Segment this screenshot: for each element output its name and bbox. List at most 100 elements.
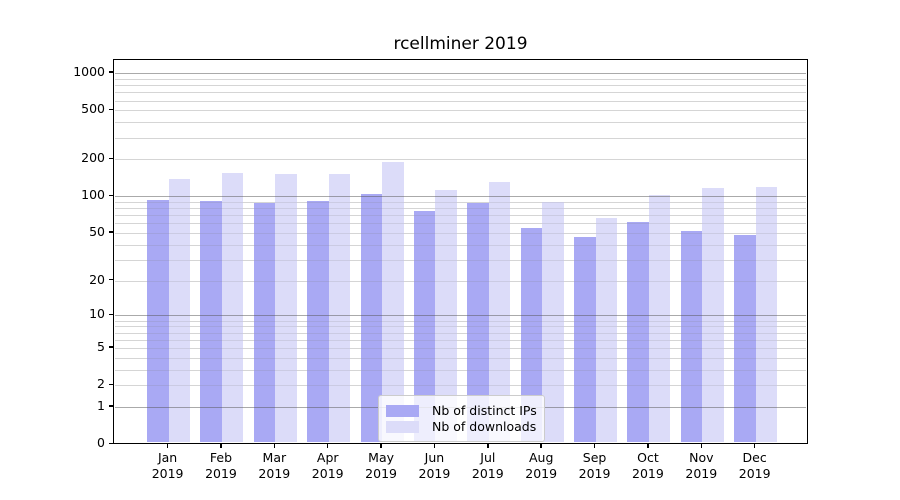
gridline-minor [115,137,806,139]
x-tick-mark [380,444,382,448]
bar-distinct-ips [574,237,596,442]
x-tick-mark [647,444,649,448]
bar-layer [115,61,806,442]
y-tick-mark [108,405,113,407]
gridline-major [115,73,806,75]
gridline-minor [115,357,806,359]
gridline-minor [115,208,806,210]
y-tick-label: 20 [89,271,105,287]
gridline-minor [115,280,806,282]
gridline-minor [115,244,806,246]
x-tick-label: Feb 2019 [205,450,237,481]
x-tick-label: Oct 2019 [632,450,664,481]
y-tick-label: 5 [97,339,105,355]
bar-distinct-ips [307,200,329,442]
gridline-minor [115,280,806,282]
legend: Nb of distinct IPs Nb of downloads [378,395,545,442]
bar-distinct-ips [467,203,489,442]
gridline-minor [115,201,806,203]
gridline-minor [115,385,806,387]
gridline-minor [115,326,806,328]
y-tick-mark [108,157,113,160]
y-tick-label: 200 [81,150,105,166]
bar-downloads [595,218,618,442]
y-tick-label: 0 [97,435,105,451]
legend-label-distinct-ips: Nb of distinct IPs [432,403,537,418]
y-tick-mark [108,71,113,73]
gridline-minor [115,244,806,246]
x-tick-label: Apr 2019 [311,450,344,481]
bar-downloads [702,188,724,442]
bar-distinct-ips [253,202,276,442]
y-tick-mark [108,313,113,316]
gridline-minor [115,332,806,334]
x-tick-label: Nov 2019 [685,450,718,481]
y-tick-mark [108,231,113,233]
legend-item-downloads: Nb of downloads [386,419,537,434]
gridline-minor [115,159,806,161]
bar-downloads [275,174,297,442]
gridline-major [115,315,806,317]
gridline-minor [115,100,806,102]
x-tick-mark [220,444,222,448]
y-tick-mark [108,383,113,385]
x-tick-label: May 2019 [365,450,397,481]
gridline-minor [115,223,806,225]
y-tick-mark [108,194,113,197]
x-tick-label: Dec 2019 [738,450,771,481]
x-tick-label: Mar 2019 [258,450,291,481]
bar-distinct-ips [520,228,543,442]
gridline-minor [115,233,806,235]
bar-downloads [382,162,404,442]
gridline-minor [115,320,806,322]
bar-downloads [755,186,778,442]
x-tick-mark [753,444,756,448]
gridline-minor [115,100,806,102]
gridline-minor [115,78,806,80]
y-tick-label: 1000 [73,64,105,80]
x-tick-mark [593,444,596,448]
gridline-major [115,196,806,198]
bar-distinct-ips [734,235,756,442]
gridline-minor [115,348,806,350]
gridline-minor [115,122,806,124]
bar-downloads [328,174,351,442]
y-tick-mark [108,279,113,281]
bar-downloads [168,179,191,442]
bar-distinct-ips [627,221,649,442]
gridline-minor [115,85,806,87]
y-tick-label: 100 [81,187,105,203]
x-tick-mark [540,444,542,448]
x-tick-mark [433,444,436,448]
legend-label-downloads: Nb of downloads [432,419,537,434]
bar-distinct-ips [413,210,436,442]
gridline-minor [115,137,806,139]
gridline-minor [115,385,806,387]
gridline-minor [115,85,806,87]
gridline-minor [115,215,806,217]
bar-downloads [221,173,244,442]
gridline-layer [115,61,806,442]
gridline-minor [115,110,806,112]
gridline-minor [115,122,806,124]
gridline-minor [115,159,806,161]
gridline-minor [115,215,806,217]
bar-distinct-ips [200,201,222,442]
gridline-minor [115,259,806,261]
gridline-overlay-layer [115,61,806,442]
gridline-minor [115,78,806,80]
gridline-minor [115,339,806,341]
x-tick-label: Sep 2019 [578,450,611,481]
gridline-minor [115,357,806,359]
y-tick-mark [108,442,113,444]
x-tick-mark [327,444,329,448]
y-tick-label: 2 [97,376,105,392]
gridline-minor [115,223,806,225]
gridline-minor [115,348,806,350]
chart-title: rcellminer 2019 [393,34,528,54]
x-tick-label: Jun 2019 [418,450,451,481]
gridline-minor [115,233,806,235]
x-tick-label: Jan 2019 [151,450,184,481]
legend-swatch-distinct-ips [386,404,419,417]
